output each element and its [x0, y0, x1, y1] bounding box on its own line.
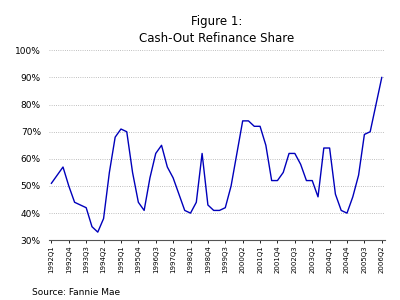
Title: Figure 1:
Cash-Out Refinance Share: Figure 1: Cash-Out Refinance Share [139, 15, 294, 45]
Text: Source: Fannie Mae: Source: Fannie Mae [32, 288, 120, 297]
